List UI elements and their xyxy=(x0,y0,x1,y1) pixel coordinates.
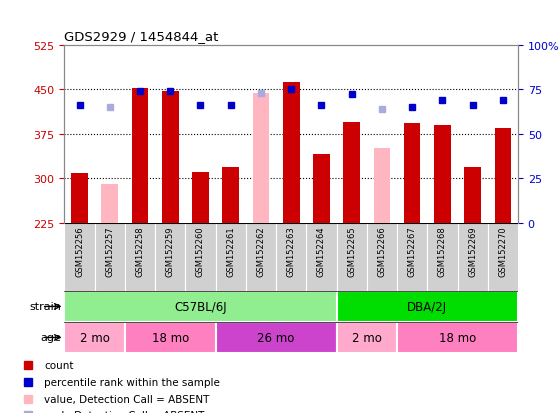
Text: GSM152261: GSM152261 xyxy=(226,226,235,276)
Bar xyxy=(313,155,330,223)
Text: strain: strain xyxy=(30,301,62,312)
Text: C57BL/6J: C57BL/6J xyxy=(174,300,227,313)
Bar xyxy=(216,322,337,353)
Bar xyxy=(434,125,451,223)
Text: GSM152270: GSM152270 xyxy=(498,226,507,276)
Text: GSM152264: GSM152264 xyxy=(317,226,326,276)
Text: GSM152260: GSM152260 xyxy=(196,226,205,276)
Text: GSM152266: GSM152266 xyxy=(377,226,386,276)
Bar xyxy=(374,149,390,223)
Text: count: count xyxy=(44,360,73,370)
Text: GDS2929 / 1454844_at: GDS2929 / 1454844_at xyxy=(64,30,219,43)
Bar xyxy=(64,291,337,322)
Bar xyxy=(337,223,367,291)
Text: 2 mo: 2 mo xyxy=(352,331,382,344)
Bar xyxy=(253,94,269,223)
Text: GSM152256: GSM152256 xyxy=(75,226,84,276)
Bar xyxy=(397,322,518,353)
Bar xyxy=(427,223,458,291)
Bar xyxy=(488,223,518,291)
Bar xyxy=(494,128,511,223)
Text: GSM152265: GSM152265 xyxy=(347,226,356,276)
Text: value, Detection Call = ABSENT: value, Detection Call = ABSENT xyxy=(44,394,209,404)
Text: GSM152259: GSM152259 xyxy=(166,226,175,276)
Bar xyxy=(162,92,179,223)
Bar xyxy=(283,83,300,223)
Text: GSM152267: GSM152267 xyxy=(408,226,417,276)
Bar xyxy=(276,223,306,291)
Bar xyxy=(101,185,118,223)
Bar xyxy=(125,322,216,353)
Bar xyxy=(71,174,88,223)
Bar xyxy=(337,291,518,322)
Text: GSM152262: GSM152262 xyxy=(256,226,265,276)
Text: rank, Detection Call = ABSENT: rank, Detection Call = ABSENT xyxy=(44,411,204,413)
Text: 18 mo: 18 mo xyxy=(152,331,189,344)
Bar xyxy=(185,223,216,291)
Text: age: age xyxy=(41,332,62,343)
Bar xyxy=(125,223,155,291)
Bar xyxy=(397,223,427,291)
Bar xyxy=(192,173,209,223)
Bar xyxy=(95,223,125,291)
Text: GSM152263: GSM152263 xyxy=(287,226,296,276)
Bar xyxy=(337,322,397,353)
Text: 18 mo: 18 mo xyxy=(439,331,476,344)
Text: GSM152257: GSM152257 xyxy=(105,226,114,276)
Bar xyxy=(216,223,246,291)
Bar xyxy=(64,322,125,353)
Bar xyxy=(64,223,95,291)
Bar xyxy=(155,223,185,291)
Bar xyxy=(404,123,421,223)
Text: GSM152258: GSM152258 xyxy=(136,226,144,276)
Bar xyxy=(464,168,481,223)
Text: 2 mo: 2 mo xyxy=(80,331,110,344)
Bar xyxy=(132,89,148,223)
Text: GSM152269: GSM152269 xyxy=(468,226,477,276)
Bar xyxy=(343,122,360,223)
Bar xyxy=(367,223,397,291)
Text: percentile rank within the sample: percentile rank within the sample xyxy=(44,377,220,387)
Bar xyxy=(222,168,239,223)
Text: DBA/2J: DBA/2J xyxy=(407,300,447,313)
Bar xyxy=(306,223,337,291)
Bar xyxy=(246,223,276,291)
Bar xyxy=(458,223,488,291)
Text: GSM152268: GSM152268 xyxy=(438,226,447,276)
Text: 26 mo: 26 mo xyxy=(258,331,295,344)
